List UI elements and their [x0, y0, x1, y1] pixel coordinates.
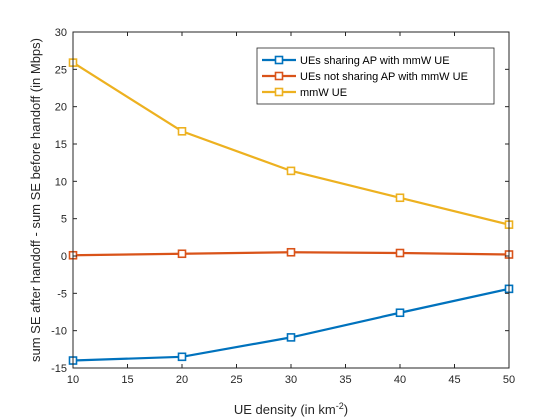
- x-tick-label: 10: [67, 374, 79, 386]
- y-axis-label: sum SE after handoff - sum SE before han…: [28, 38, 43, 362]
- y-tick-label: 20: [55, 102, 67, 114]
- legend-marker: [274, 55, 284, 65]
- y-tick-label: -5: [57, 288, 67, 300]
- data-point: [177, 127, 187, 136]
- x-tick-label: 50: [503, 374, 515, 386]
- y-tick-label: -15: [51, 363, 67, 375]
- y-tick-label: -10: [51, 326, 67, 338]
- x-tick-label: 20: [176, 374, 188, 386]
- y-tick-label: 15: [55, 139, 67, 151]
- legend-entry: UEs sharing AP with mmW UE: [262, 55, 450, 67]
- legend-label: mmW UE: [300, 87, 347, 99]
- legend-entry: UEs not sharing AP with mmW UE: [262, 71, 468, 83]
- x-tick-label: 45: [448, 374, 460, 386]
- x-axis-label: UE density (in km-2): [234, 401, 348, 417]
- y-tick-label: 30: [55, 27, 67, 39]
- data-point: [286, 166, 296, 176]
- legend-label: UEs sharing AP with mmW UE: [300, 55, 450, 67]
- y-tick-label: 0: [61, 251, 67, 263]
- data-point: [177, 249, 187, 259]
- x-tick-label: 30: [285, 374, 297, 386]
- x-tick-label: 35: [339, 374, 351, 386]
- y-tick-label: 5: [61, 214, 67, 226]
- legend-label: UEs not sharing AP with mmW UE: [300, 71, 468, 83]
- x-tick-label: 40: [394, 374, 406, 386]
- data-point: [395, 248, 405, 258]
- x-tick-label: 25: [230, 374, 242, 386]
- data-point: [395, 193, 405, 203]
- x-tick-label: 15: [121, 374, 133, 386]
- ticks-layer: 10 15 20 25 30 35 40 45 50 -15 -10 -5 0 5 10 15 20 25 30: [51, 27, 515, 386]
- y-tick-label: 10: [55, 176, 67, 188]
- legend-entry: mmW UE: [262, 87, 347, 99]
- data-point: [286, 333, 296, 342]
- y-tick-label: 25: [55, 64, 67, 76]
- legend-box: [256, 47, 495, 105]
- legend-marker: [274, 87, 284, 97]
- x-axis-label-exponent: -2: [336, 401, 344, 411]
- data-point: [395, 308, 405, 318]
- legend-marker: [274, 71, 284, 81]
- data-point: [286, 247, 296, 257]
- legend: UEs sharing AP with mmW UE UEs not sharin…: [256, 47, 495, 105]
- data-point: [177, 352, 187, 362]
